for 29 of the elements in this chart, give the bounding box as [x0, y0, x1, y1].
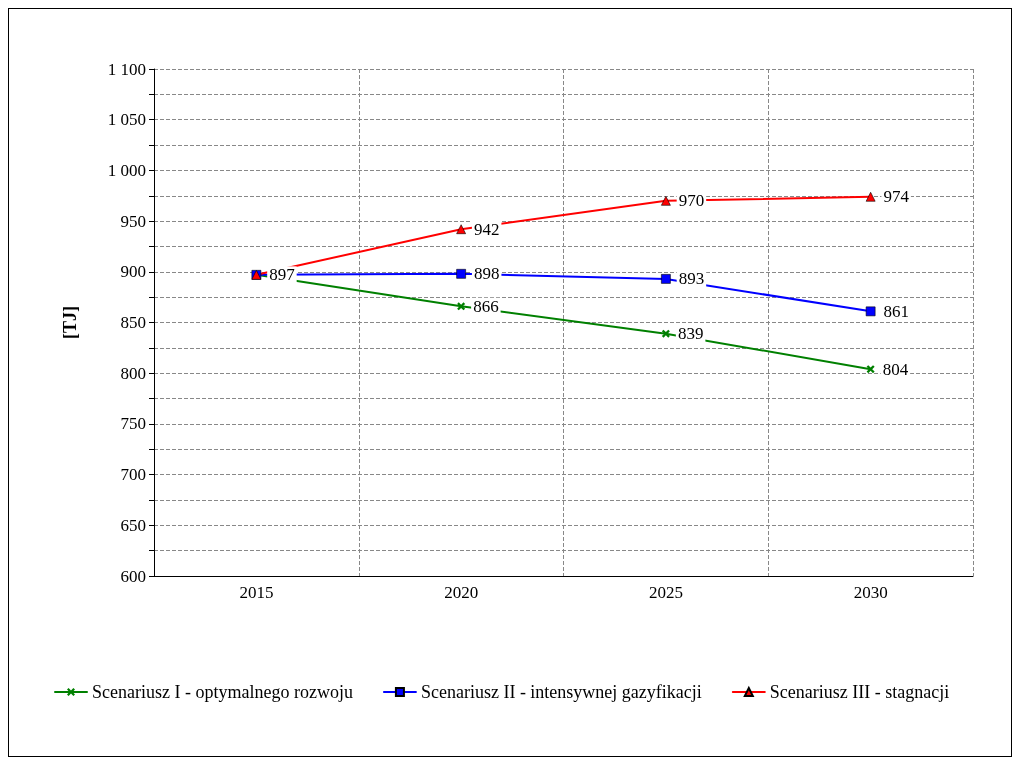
- y-tick-label: 750: [120, 414, 146, 434]
- y-tick-label: 950: [120, 211, 146, 231]
- legend-label: Scenariusz II - intensywnej gazyfikacji: [420, 682, 702, 702]
- y-tick-label: 900: [120, 262, 146, 282]
- data-label: 970: [678, 191, 705, 211]
- y-tick-label: 650: [120, 515, 146, 535]
- x-tick-label: 2025: [648, 583, 683, 602]
- y-tick-label: 850: [120, 313, 146, 332]
- x-tick-label: 2015: [239, 583, 274, 602]
- legend-label: Scenariusz III - stagnacji: [769, 682, 950, 702]
- y-axis-title: [TJ]: [60, 306, 80, 339]
- data-label: 898: [473, 264, 500, 284]
- legend-label: Scenariusz I - optymalnego rozwoju: [92, 682, 353, 702]
- data-label: 861: [883, 301, 909, 321]
- x-tick-label: 2020: [444, 583, 479, 602]
- data-label: 839: [677, 324, 704, 344]
- y-tick-label: 800: [120, 363, 146, 383]
- y-tick-label: 600: [120, 566, 146, 586]
- data-label: 942: [473, 219, 500, 239]
- data-label: 897: [269, 265, 296, 285]
- y-tick-label: 1 100: [107, 59, 146, 79]
- y-tick-label: 1 000: [107, 160, 146, 180]
- data-label: 974: [883, 187, 910, 207]
- y-tick-label: 700: [120, 465, 146, 485]
- data-label: 866: [473, 296, 499, 316]
- y-tick-label: 1 050: [107, 110, 146, 130]
- x-tick-label: 2030: [853, 583, 888, 602]
- data-label: 893: [678, 269, 705, 289]
- data-label: 804: [882, 359, 909, 379]
